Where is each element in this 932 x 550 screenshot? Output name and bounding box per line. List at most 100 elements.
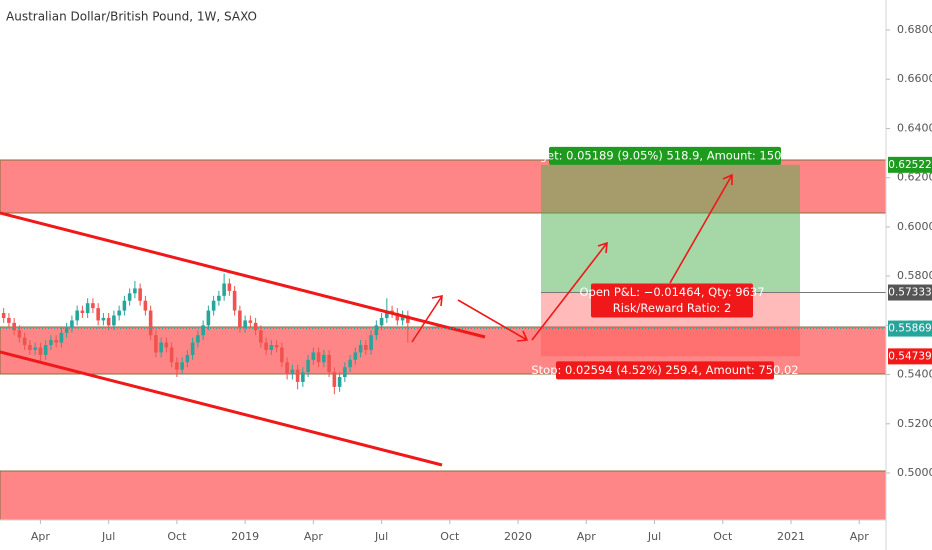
candle-body	[148, 310, 153, 336]
candle-body	[364, 345, 368, 350]
x-tick-label: Apr	[31, 530, 51, 543]
price-tag	[888, 156, 932, 173]
candle-body	[91, 303, 95, 309]
label-box	[591, 283, 753, 318]
y-tick-label: 0.66000	[897, 72, 932, 85]
candle-body	[280, 347, 284, 363]
candle-body	[64, 327, 69, 333]
candle-body	[348, 359, 352, 368]
label-text: Target: 0.05189 (9.05%) 518.9, Amount: 1…	[522, 148, 807, 162]
candle-body	[59, 332, 64, 343]
label-text: Stop: 0.02594 (4.52%) 259.4, Amount: 750…	[531, 363, 798, 377]
candle-body	[374, 325, 379, 336]
candle-body	[43, 345, 48, 355]
candle-body	[138, 288, 142, 301]
candle-body	[253, 322, 258, 331]
price-tag	[888, 320, 932, 337]
candle-body	[85, 303, 90, 314]
y-tick-label: 0.50000	[897, 466, 932, 479]
price-tag	[888, 348, 932, 365]
y-tick-label: 0.52000	[897, 417, 932, 430]
candle-body	[206, 310, 211, 326]
candle-body	[106, 317, 111, 326]
candle-body	[28, 345, 32, 350]
candle-body	[248, 320, 253, 323]
labels: 0.500000.520000.540000.560000.580000.600…	[31, 23, 932, 543]
x-tick-label: 2020	[504, 530, 532, 543]
label-text: Risk/Reward Ratio: 2	[613, 301, 732, 315]
candle-body	[400, 315, 405, 321]
candle-body	[38, 347, 43, 355]
arrow	[411, 295, 443, 343]
y-tick-label: 0.60000	[897, 220, 932, 233]
x-tick-label: Oct	[713, 530, 733, 543]
candle-body	[316, 352, 321, 363]
candle-body	[1, 313, 6, 318]
price-tag-label: 0.57333	[888, 287, 931, 299]
candle-body	[337, 377, 342, 387]
candle-body	[274, 345, 279, 348]
candles	[1, 273, 410, 395]
candle-body	[285, 362, 289, 375]
x-tick-label: 2019	[231, 530, 259, 543]
label-text: Open P&L: −0.01464, Qty: 9637	[579, 285, 764, 299]
candle-body	[169, 347, 174, 363]
arrow	[457, 299, 529, 342]
candle-body	[117, 310, 121, 316]
lower-zone	[0, 470, 887, 521]
candle-body	[227, 283, 232, 291]
candle-body	[96, 308, 100, 321]
x-tick-label: Oct	[440, 530, 460, 543]
candle-body	[306, 359, 310, 373]
x-tick-label: Apr	[850, 530, 870, 543]
candle-body	[75, 310, 79, 321]
candle-body	[232, 290, 237, 311]
y-tick-label: 0.58000	[897, 269, 932, 282]
candle-body	[327, 354, 331, 373]
price-tag	[888, 284, 932, 301]
candle-body	[17, 330, 22, 338]
price-tag-label: 0.55869	[888, 323, 931, 335]
x-tick-label: 2021	[777, 530, 805, 543]
candle-body	[122, 300, 127, 311]
y-tick-label: 0.54000	[897, 368, 932, 381]
candle-body	[243, 320, 247, 328]
candle-body	[311, 352, 316, 360]
y-tick-label: 0.64000	[897, 121, 932, 134]
candle-body	[295, 369, 300, 382]
candle-body	[127, 293, 132, 301]
label-box	[549, 146, 781, 165]
candle-body	[159, 342, 163, 353]
candle-body	[358, 345, 363, 353]
candle-body	[211, 300, 216, 311]
candle-body	[222, 283, 226, 296]
candle-body	[154, 335, 158, 353]
x-tick-label: Apr	[304, 530, 324, 543]
candle-body	[22, 337, 27, 346]
candle-body	[332, 372, 337, 387]
x-tick-label: Oct	[167, 530, 187, 543]
candle-body	[70, 320, 74, 328]
price-tag-label: 0.54739	[888, 350, 931, 362]
y-tick-label: 0.68000	[897, 23, 932, 36]
candle-body	[201, 325, 205, 336]
candle-body	[353, 352, 358, 360]
candle-body	[369, 335, 373, 350]
x-tick-label: Apr	[577, 530, 597, 543]
x-tick-label: Jul	[647, 530, 661, 543]
candle-body	[185, 354, 190, 363]
candle-body	[238, 310, 242, 328]
arrow	[531, 241, 608, 341]
candle-body	[180, 362, 184, 370]
candle-body	[217, 295, 221, 301]
candle-body	[101, 317, 106, 321]
candle-body	[175, 362, 179, 370]
candle-body	[385, 310, 389, 318]
trend-line	[0, 211, 486, 339]
candle-body	[54, 340, 58, 343]
candle-body	[269, 345, 274, 350]
y-tick-label: 0.62000	[897, 171, 932, 184]
candle-body	[406, 315, 410, 323]
x-tick-label: Jul	[374, 530, 388, 543]
arrows	[411, 173, 733, 343]
